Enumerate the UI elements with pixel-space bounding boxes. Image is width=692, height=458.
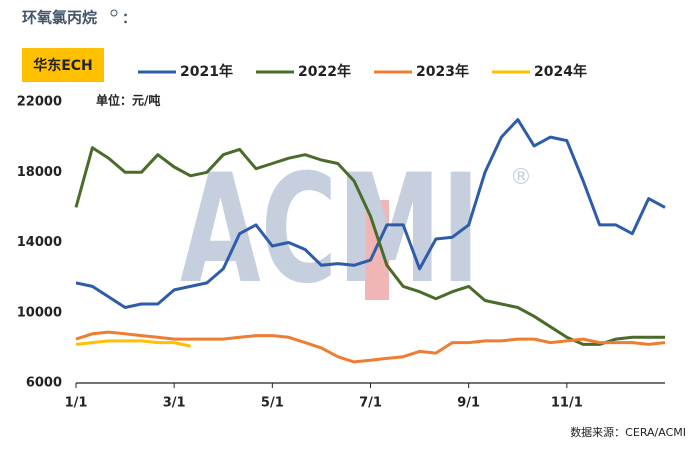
label-box-text: 华东ECH [33, 57, 93, 74]
title-suffix: ： [122, 11, 136, 27]
y-tick-label: 14000 [17, 235, 62, 250]
watermark-mark: ® [510, 165, 532, 190]
watermark-group: ACMI ® [180, 143, 532, 317]
y-tick-label: 22000 [17, 95, 62, 110]
legend-label: 2021年 [180, 63, 233, 80]
legend-label: 2022年 [298, 63, 351, 80]
series-line [74, 146, 665, 346]
series-line [75, 330, 666, 364]
x-tick-label: 9/1 [457, 396, 480, 411]
x-tick-label: 7/1 [359, 396, 382, 411]
search-icon [110, 9, 118, 17]
watermark: ACMI [180, 143, 480, 317]
label-box [22, 48, 104, 82]
legend-label: 2023年 [416, 63, 469, 80]
y-tick-label: 18000 [17, 165, 62, 180]
x-tick-label: 3/1 [163, 396, 186, 411]
y-tick-label: 6000 [26, 376, 62, 391]
source: 数据来源：CERA/ACMI [570, 425, 686, 439]
x-tick-label: 5/1 [261, 396, 284, 411]
series-line [75, 118, 666, 309]
x-tick-label: 11/1 [551, 396, 583, 411]
unit-label: 单位：元/吨 [96, 93, 160, 108]
watermark-bar [365, 200, 389, 300]
legend-label: 2024年 [534, 63, 587, 80]
x-tick-label: 1/1 [65, 396, 88, 411]
series-line [75, 339, 191, 348]
y-tick-label: 10000 [17, 305, 62, 320]
chart-title: 环氧氯丙烷 [22, 9, 97, 27]
